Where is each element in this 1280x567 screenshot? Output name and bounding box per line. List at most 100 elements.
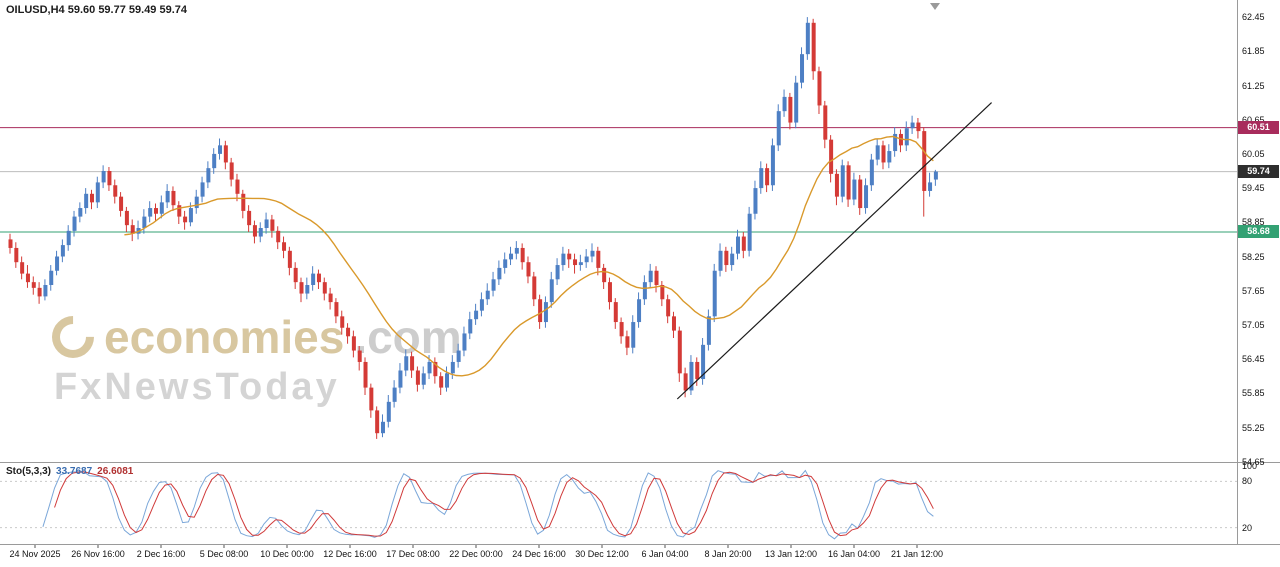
candle-body <box>567 253 572 260</box>
candle-body <box>410 356 415 371</box>
candle-body <box>503 259 508 268</box>
candle-body <box>788 96 793 123</box>
candle-body <box>229 162 234 180</box>
candle-body <box>375 410 380 434</box>
candle-body <box>712 270 717 317</box>
candle-body <box>753 188 758 214</box>
candle-body <box>695 361 700 380</box>
candle-body <box>346 327 351 337</box>
candle-body <box>823 105 828 140</box>
candle-body <box>433 361 438 377</box>
candle-body <box>328 293 333 303</box>
candle-body <box>398 370 403 388</box>
candle-body <box>497 267 502 280</box>
candle-body <box>485 290 490 300</box>
candle-body <box>619 322 624 337</box>
candle-body <box>887 151 892 163</box>
watermark: economies .com FxNewsToday <box>43 307 462 408</box>
candle-body <box>334 302 339 317</box>
stochastic-label: Sto(5,3,3) <box>6 466 52 477</box>
candle-body <box>706 316 711 345</box>
candle-body <box>875 145 880 160</box>
candle-body <box>596 250 601 268</box>
candle-body <box>846 165 851 200</box>
candle-body <box>462 333 467 351</box>
candle-body <box>386 401 391 422</box>
candle-body <box>607 282 612 303</box>
candle-body <box>142 216 147 228</box>
candle-body <box>165 190 170 203</box>
watermark-brand-line: economies .com <box>43 307 462 367</box>
candle-body <box>671 316 676 331</box>
candle-body <box>928 182 933 191</box>
candle-body <box>194 196 199 209</box>
candle-body <box>474 310 479 320</box>
candle-body <box>78 208 83 217</box>
candle-body <box>49 270 54 285</box>
candle-body <box>869 159 874 186</box>
candle-body <box>578 262 583 266</box>
candle-body <box>247 210 252 226</box>
candle-body <box>241 193 246 211</box>
candle-body <box>270 219 275 231</box>
candle-body <box>235 179 240 194</box>
candle-body <box>794 82 799 123</box>
candle-body <box>392 387 397 402</box>
candle-body <box>759 168 764 189</box>
watermark-brand: economies <box>104 311 345 363</box>
candle-body <box>188 208 193 223</box>
candle-body <box>369 387 374 411</box>
candle-body <box>782 96 787 112</box>
candle-body <box>701 344 706 380</box>
candle-body <box>625 336 630 348</box>
candle-body <box>276 230 281 243</box>
candle-body <box>468 319 473 334</box>
candle-body <box>834 173 839 197</box>
candle-body <box>351 336 356 351</box>
candle-body <box>31 282 36 288</box>
candle-body <box>450 361 455 374</box>
candle-body <box>543 302 548 323</box>
candle-body <box>60 245 65 257</box>
stochastic-main-line <box>42 469 934 540</box>
candle-body <box>293 267 298 283</box>
watermark-suffix: .com <box>354 311 462 363</box>
candle-body <box>718 250 723 271</box>
trend-line[interactable] <box>676 102 992 400</box>
candle-body <box>427 361 432 374</box>
candle-body <box>124 210 129 226</box>
candle-body <box>730 253 735 266</box>
candle-body <box>14 247 19 263</box>
candle-body <box>20 262 25 274</box>
candle-body <box>340 316 345 328</box>
candle-body <box>747 213 752 251</box>
candle-body <box>404 356 409 371</box>
candle-body <box>101 171 106 183</box>
candle-body <box>736 236 740 254</box>
candle-body <box>910 122 915 129</box>
candle-body <box>555 265 560 280</box>
candle-body <box>183 216 188 223</box>
candle-body <box>148 208 153 217</box>
candle-body <box>55 256 60 271</box>
candle-body <box>590 250 595 257</box>
candle-body <box>130 225 135 234</box>
stochastic-main-value: 33.7687 <box>56 466 93 477</box>
candle-body <box>724 250 729 266</box>
stochastic-signal-line <box>54 471 934 537</box>
candle-body <box>439 376 444 388</box>
candle-body <box>840 165 845 197</box>
candle-body <box>322 282 327 294</box>
candle-body <box>631 322 636 348</box>
watermark-tagline: FxNewsToday <box>54 366 340 408</box>
moving-average-line <box>124 135 934 377</box>
candle-body <box>509 253 514 260</box>
candle-body <box>770 145 775 186</box>
chart-shift-marker-icon[interactable] <box>930 3 940 10</box>
candle-body <box>584 256 589 263</box>
candle-body <box>741 236 746 251</box>
candle-body <box>904 128 909 146</box>
candle-body <box>683 373 688 391</box>
